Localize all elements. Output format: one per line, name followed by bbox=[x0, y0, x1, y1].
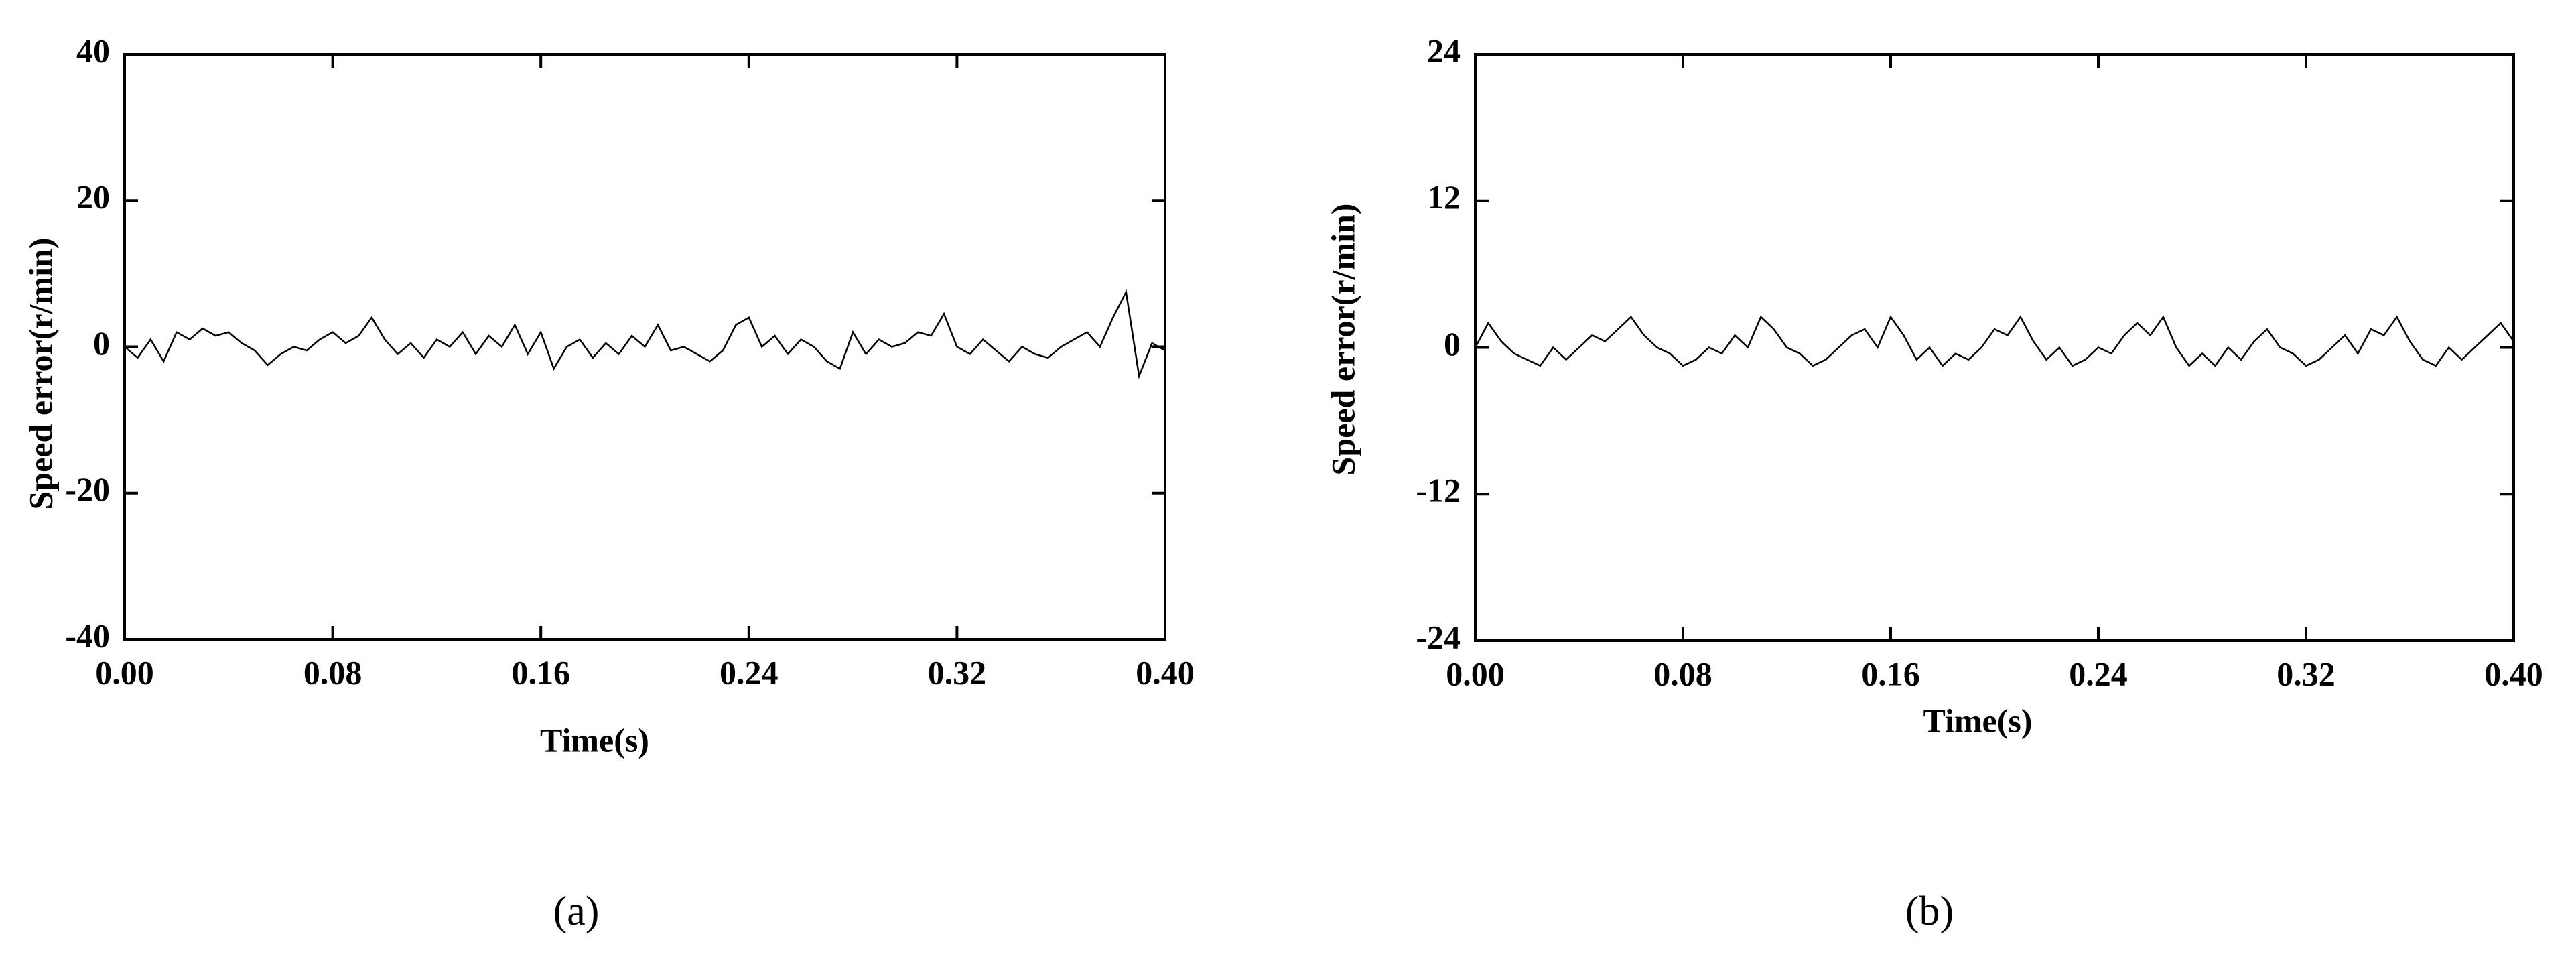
x-tick-label: 0.08 bbox=[1653, 655, 1712, 692]
y-tick-label: 0 bbox=[93, 324, 110, 362]
y-tick-label: 40 bbox=[76, 31, 110, 69]
y-tick-label: 0 bbox=[1444, 325, 1461, 363]
x-tick-label: 0.16 bbox=[511, 653, 570, 691]
x-axis-title: Time(s) bbox=[540, 721, 649, 759]
x-tick-label: 0.32 bbox=[928, 653, 987, 691]
y-tick-label: -12 bbox=[1416, 472, 1461, 509]
x-tick-label: 0.00 bbox=[95, 653, 154, 691]
y-tick-label: 12 bbox=[1427, 178, 1461, 216]
x-axis-title: Time(s) bbox=[1923, 702, 2033, 739]
y-axis-title: Speed error(r/min) bbox=[21, 238, 59, 510]
x-tick-label: 0.32 bbox=[2277, 655, 2335, 692]
x-tick-label: 0.00 bbox=[1446, 655, 1505, 692]
x-tick-label: 0.24 bbox=[2069, 655, 2128, 692]
plot-frame bbox=[1474, 53, 2515, 642]
data-line bbox=[124, 289, 1166, 379]
y-tick-label: -20 bbox=[65, 470, 110, 508]
y-tick-label: 20 bbox=[76, 178, 110, 216]
panel-caption: (a) bbox=[553, 889, 600, 934]
x-tick-label: 0.40 bbox=[1136, 653, 1195, 691]
y-axis-title: Speed error(r/min) bbox=[1324, 204, 1361, 476]
panel-caption: (b) bbox=[1905, 889, 1954, 934]
x-tick-label: 0.40 bbox=[2484, 655, 2543, 692]
data-line bbox=[1474, 315, 2515, 367]
x-tick-label: 0.16 bbox=[1861, 655, 1920, 692]
y-tick-label: 24 bbox=[1427, 31, 1461, 69]
y-tick-label: -24 bbox=[1416, 618, 1461, 655]
x-tick-label: 0.08 bbox=[303, 653, 362, 691]
x-tick-label: 0.24 bbox=[720, 653, 778, 691]
y-tick-label: -40 bbox=[65, 617, 110, 654]
